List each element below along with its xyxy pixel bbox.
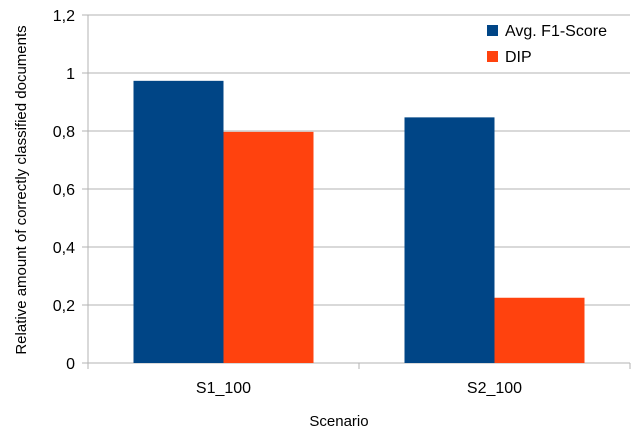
legend-label-0: Avg. F1-Score — [505, 23, 607, 40]
bar-dip-s1_100 — [223, 131, 314, 363]
y-tick-label-5: 1 — [66, 66, 75, 83]
legend-swatch-1 — [487, 51, 498, 62]
y-axis-title: Relative amount of correctly classified … — [13, 25, 30, 354]
x-tick-label-0: S1_100 — [196, 380, 251, 397]
y-tick-label-1: 0,2 — [53, 298, 75, 315]
bar-avg-f1-score-s1_100 — [133, 80, 224, 363]
x-axis-title: Scenario — [309, 413, 368, 430]
y-tick-label-6: 1,2 — [53, 8, 75, 25]
legend-label-1: DIP — [505, 49, 532, 66]
legend-swatch-0 — [487, 25, 498, 36]
y-tick-labels: 0 0,2 0,4 0,6 0,8 1 1,2 — [53, 8, 75, 373]
x-tick-labels: S1_100 S2_100 — [196, 380, 522, 397]
legend: Avg. F1-Score DIP — [487, 23, 607, 66]
y-tick-label-2: 0,4 — [53, 240, 75, 257]
bar-avg-f1-score-s2_100 — [404, 117, 495, 364]
y-tick-label-3: 0,6 — [53, 182, 75, 199]
y-tick-label-4: 0,8 — [53, 124, 75, 141]
x-tick-label-1: S2_100 — [467, 380, 522, 397]
y-tick-label-0: 0 — [66, 356, 75, 373]
bar-dip-s2_100 — [494, 297, 585, 363]
bars — [133, 80, 585, 364]
